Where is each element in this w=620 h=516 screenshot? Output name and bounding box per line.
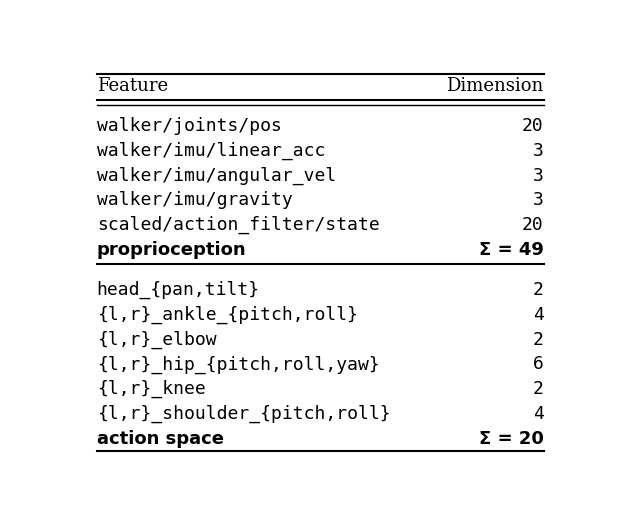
Text: 3: 3 — [533, 167, 544, 185]
Text: {l,r}_hip_{pitch,roll,yaw}: {l,r}_hip_{pitch,roll,yaw} — [97, 355, 379, 374]
Text: {l,r}_knee: {l,r}_knee — [97, 380, 205, 398]
Text: 3: 3 — [533, 191, 544, 209]
Text: 4: 4 — [533, 305, 544, 324]
Text: head_{pan,tilt}: head_{pan,tilt} — [97, 281, 260, 299]
Text: Feature: Feature — [97, 77, 168, 95]
Text: {l,r}_ankle_{pitch,roll}: {l,r}_ankle_{pitch,roll} — [97, 305, 358, 324]
Text: 20: 20 — [522, 117, 544, 135]
Text: Σ = 49: Σ = 49 — [479, 241, 544, 259]
Text: 2: 2 — [533, 281, 544, 299]
Text: {l,r}_elbow: {l,r}_elbow — [97, 330, 216, 349]
Text: Dimension: Dimension — [446, 77, 544, 95]
Text: walker/imu/gravity: walker/imu/gravity — [97, 191, 293, 209]
Text: scaled/action_filter/state: scaled/action_filter/state — [97, 216, 379, 234]
Text: 6: 6 — [533, 356, 544, 374]
Text: 20: 20 — [522, 216, 544, 234]
Text: 2: 2 — [533, 331, 544, 348]
Text: walker/joints/pos: walker/joints/pos — [97, 117, 281, 135]
Text: {l,r}_shoulder_{pitch,roll}: {l,r}_shoulder_{pitch,roll} — [97, 405, 391, 423]
Text: 2: 2 — [533, 380, 544, 398]
Text: proprioception: proprioception — [97, 241, 246, 259]
Text: walker/imu/linear_acc: walker/imu/linear_acc — [97, 142, 325, 160]
Text: Σ = 20: Σ = 20 — [479, 430, 544, 448]
Text: walker/imu/angular_vel: walker/imu/angular_vel — [97, 167, 336, 185]
Text: action space: action space — [97, 430, 224, 448]
Text: 4: 4 — [533, 405, 544, 423]
Text: 3: 3 — [533, 142, 544, 160]
